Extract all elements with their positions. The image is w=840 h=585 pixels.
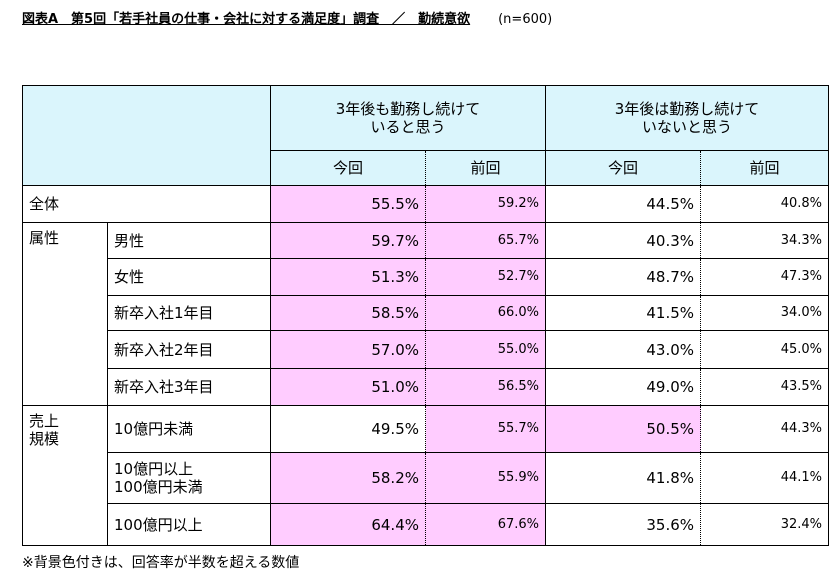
- row-label: 男性: [107, 222, 271, 259]
- table: 3年後も勤務し続けて いると思う 3年後は勤務し続けて いないと思う 今回 前回 今回前…: [22, 85, 830, 546]
- value-cell: 52.7%: [424, 258, 547, 296]
- value-cell: 66.0%: [424, 295, 547, 331]
- value-cell: 64.4%: [270, 503, 426, 546]
- column-group-header: 3年後は勤務し続けて いないと思う: [545, 85, 830, 151]
- column-subheader: 今回: [545, 150, 702, 186]
- data-row: 属性 男性 59.7% 65.7% 40.3% 34.3%: [22, 222, 830, 406]
- row-label: 10億円以上 100億円未満: [107, 452, 271, 504]
- value-cell: 58.2%: [270, 452, 426, 504]
- value-cell: 50.5%: [545, 405, 702, 453]
- value-cell: 67.6%: [424, 503, 547, 546]
- value-cell: 59.7%: [270, 222, 426, 259]
- column-group-header: 3年後も勤務し続けて いると思う: [269, 85, 547, 151]
- value-cell: 55.5%: [270, 185, 426, 223]
- row-label: 全体: [22, 185, 271, 223]
- column-subheader: 前回: [700, 150, 830, 186]
- value-cell: 44.1%: [700, 452, 830, 504]
- data-row: 100億円以上 64.4% 67.6% 35.6% 32.4%: [23, 503, 830, 546]
- value-cell: 41.5%: [545, 295, 702, 331]
- data-row: 新卒入社3年目 51.0% 56.5% 49.0% 43.5%: [23, 368, 830, 406]
- value-cell: 44.3%: [700, 405, 830, 453]
- data-row: 新卒入社2年目 57.0% 55.0% 43.0% 45.0%: [23, 330, 830, 369]
- row-label: 10億円未満: [107, 405, 271, 453]
- value-cell: 34.3%: [700, 222, 830, 259]
- value-cell: 48.7%: [545, 258, 702, 296]
- row-label: 100億円以上: [107, 503, 271, 546]
- value-cell: 55.7%: [424, 405, 547, 453]
- value-cell: 44.5%: [545, 185, 702, 223]
- value-cell: 41.8%: [545, 452, 702, 504]
- group-label: 売上 規模: [22, 405, 108, 546]
- row-label: 女性: [107, 258, 271, 296]
- row-label: 新卒入社2年目: [107, 330, 271, 369]
- value-cell: 51.3%: [270, 258, 426, 296]
- value-cell: 55.0%: [424, 330, 547, 369]
- header-row: 3年後も勤務し続けて いると思う 3年後は勤務し続けて いないと思う: [22, 85, 830, 186]
- value-cell: 56.5%: [424, 368, 547, 406]
- group-label: 属性: [22, 222, 108, 406]
- value-cell: 59.2%: [424, 185, 547, 223]
- value-cell: 55.9%: [424, 452, 547, 504]
- header-row: 今回 前回 今回 前回: [23, 150, 830, 186]
- data-row: 全体 55.5% 59.2% 44.5% 40.8%: [22, 185, 830, 223]
- note: ※背景色付きは、回答率が半数を超える数値: [22, 555, 300, 571]
- value-cell: 43.5%: [700, 368, 830, 406]
- value-cell: 32.4%: [700, 503, 830, 546]
- value-cell: 45.0%: [700, 330, 830, 369]
- value-cell: 49.5%: [270, 405, 426, 453]
- value-cell: 40.8%: [700, 185, 830, 223]
- value-cell: 34.0%: [700, 295, 830, 331]
- value-cell: 65.7%: [424, 222, 547, 259]
- data-row: 新卒入社1年目 58.5% 66.0% 41.5% 34.0%: [23, 295, 830, 331]
- value-cell: 47.3%: [700, 258, 830, 296]
- column-subheader: 前回: [424, 150, 547, 186]
- value-cell: 57.0%: [270, 330, 426, 369]
- title-bar: 図表A 第5回「若手社員の仕事・会社に対する満足度」調査 ／ 勤続意欲 (n=60…: [22, 8, 552, 27]
- data-row: 10億円以上 100億円未満 58.2% 55.9% 41.8% 44.1%: [23, 452, 830, 504]
- corner-cell: [22, 85, 271, 186]
- column-subheader: 今回: [270, 150, 426, 186]
- value-cell: 58.5%: [270, 295, 426, 331]
- value-cell: 43.0%: [545, 330, 702, 369]
- data-row: 売上 規模 10億円未満 49.5% 55.7% 50.5% 44.3%: [22, 405, 830, 546]
- sample-size: (n=600): [498, 12, 553, 27]
- value-cell: 49.0%: [545, 368, 702, 406]
- row-label: 新卒入社1年目: [107, 295, 271, 331]
- value-cell: 35.6%: [545, 503, 702, 546]
- row-label: 新卒入社3年目: [107, 368, 271, 406]
- value-cell: 40.3%: [545, 222, 702, 259]
- data-row: 女性 51.3% 52.7% 48.7% 47.3%: [23, 258, 830, 296]
- title: 図表A 第5回「若手社員の仕事・会社に対する満足度」調査 ／ 勤続意欲: [22, 12, 471, 27]
- value-cell: 51.0%: [270, 368, 426, 406]
